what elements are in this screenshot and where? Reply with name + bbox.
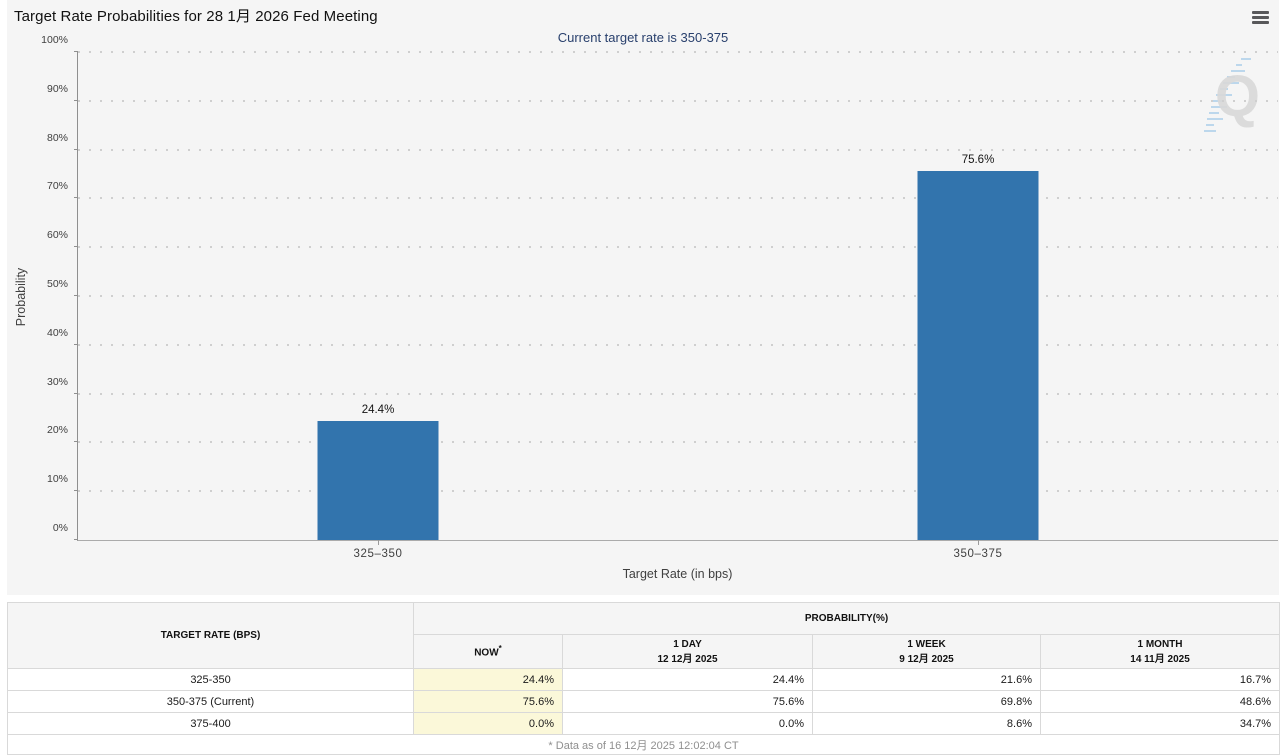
chart-title: Target Rate Probabilities for 28 1月 2026…: [14, 8, 378, 25]
1day-cell: 24.4%: [562, 668, 813, 691]
y-axis-title: Probability: [14, 267, 28, 327]
col-header-probability: PROBABILITY(%): [412, 602, 1281, 635]
probability-chart-panel: Target Rate Probabilities for 28 1月 2026…: [7, 0, 1279, 595]
1month-cell: 48.6%: [1039, 690, 1281, 713]
x-tick-label-350-375: 350–375: [953, 548, 1003, 560]
bar-value-label: 75.6%: [961, 154, 995, 167]
col-header-1month: 1 MONTH 14 11月 2025: [1039, 634, 1281, 669]
x-tick-label-325-350: 325–350: [353, 548, 403, 560]
x-tick-mark: [978, 540, 979, 545]
1week-cell: 8.6%: [812, 712, 1041, 735]
data-as-of-footnote: * Data as of 16 12月 2025 12:02:04 CT: [6, 734, 1281, 755]
1week-cell: 21.6%: [812, 668, 1041, 691]
1week-cell: 69.8%: [812, 690, 1041, 713]
bar-value-label: 24.4%: [361, 403, 395, 416]
table-row-350-375-current: 350-375 (Current) 75.6% 75.6% 69.8% 48.6…: [7, 690, 1281, 713]
now-cell: 24.4%: [413, 668, 563, 691]
1day-cell: 75.6%: [562, 690, 813, 713]
col-header-1day: 1 DAY 12 12月 2025: [562, 634, 813, 669]
plot-area: Q 0% 10% 20% 30% 40% 50% 60% 70% 80% 90% 100% 24.4…: [41, 34, 1278, 560]
target-rate-cell: 375-400: [7, 712, 414, 735]
probability-table: TARGET RATE (BPS) PROBABILITY(%) NOW* 1 …: [6, 602, 1281, 755]
chart-subtitle: Current target rate is 350-375: [557, 30, 729, 45]
bar-350-375: [917, 171, 1039, 540]
table-row-375-400: 375-400 0.0% 0.0% 8.6% 34.7%: [7, 712, 1281, 735]
col-header-now: NOW*: [413, 634, 563, 669]
1month-cell: 34.7%: [1039, 712, 1281, 735]
col-header-target-rate: TARGET RATE (BPS): [7, 602, 414, 669]
1day-cell: 0.0%: [562, 712, 813, 735]
table-row-325-350: 325-350 24.4% 24.4% 21.6% 16.7%: [7, 668, 1281, 691]
1month-cell: 16.7%: [1039, 668, 1281, 691]
x-axis-title: Target Rate (in bps): [622, 567, 733, 581]
bar-325-350: [317, 420, 439, 540]
hamburger-menu-icon[interactable]: [1250, 8, 1272, 26]
target-rate-cell: 350-375 (Current): [7, 690, 414, 713]
table-footer-row: * Data as of 16 12月 2025 12:02:04 CT: [6, 734, 1281, 755]
now-cell: 0.0%: [413, 712, 563, 735]
bar-group-350-375: 75.6% 350–375: [678, 52, 1278, 560]
target-rate-cell: 325-350: [7, 668, 414, 691]
col-header-1week: 1 WEEK 9 12月 2025: [812, 634, 1041, 669]
now-cell: 75.6%: [413, 690, 563, 713]
x-tick-mark: [378, 540, 379, 545]
bar-group-325-350: 24.4% 325–350: [78, 52, 678, 560]
